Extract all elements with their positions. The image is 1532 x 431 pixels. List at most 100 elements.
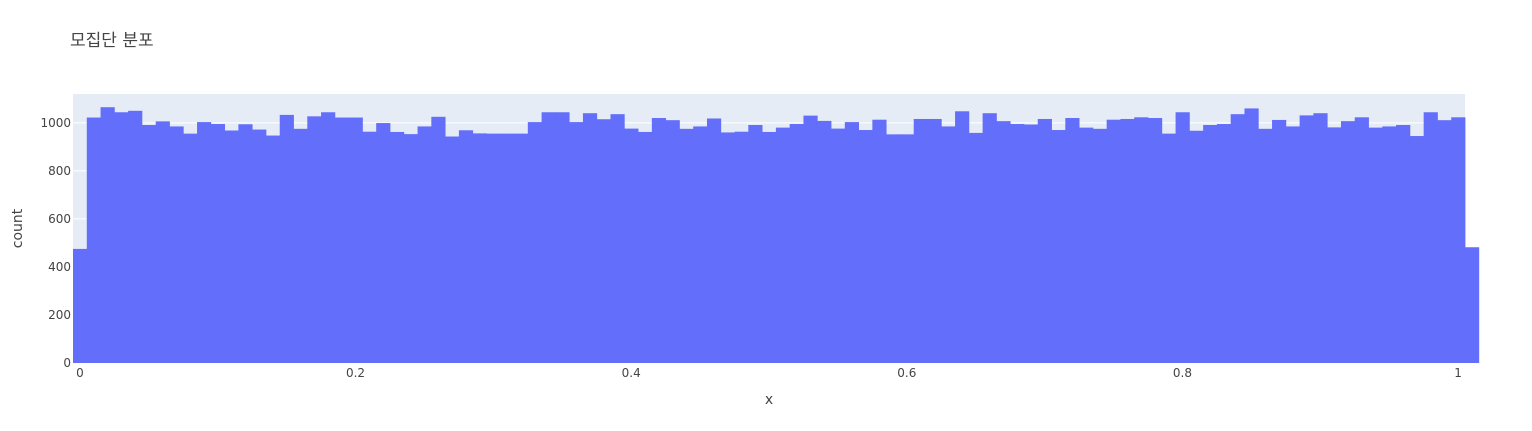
histogram-bar (252, 129, 267, 363)
histogram-bar (1120, 118, 1135, 363)
histogram-bar (596, 119, 611, 363)
histogram-bar (624, 128, 639, 363)
histogram-bar (941, 126, 956, 364)
histogram-bar (1106, 119, 1121, 364)
histogram-bar (210, 124, 226, 363)
histogram-bar (431, 116, 446, 364)
histogram-bar (1368, 127, 1383, 363)
histogram-bar (1354, 117, 1369, 363)
histogram-bar (293, 128, 308, 363)
histogram-bar (913, 118, 928, 363)
histogram-bar (1437, 120, 1452, 363)
histogram-bar (982, 113, 997, 363)
histogram-bar (500, 133, 515, 363)
histogram-bar (762, 131, 777, 363)
histogram-bar (169, 126, 184, 364)
histogram-bar (555, 112, 570, 363)
histogram-bar (1340, 121, 1356, 364)
histogram-bar (1092, 128, 1108, 363)
histogram-bar (403, 134, 418, 363)
histogram-bar (1134, 117, 1149, 363)
y-tick-label: 800 (48, 164, 71, 178)
histogram-bar (141, 124, 157, 363)
histogram-bar (348, 117, 363, 363)
histogram-bar (858, 130, 873, 363)
histogram-bar (844, 122, 859, 363)
y-tick-label: 400 (48, 260, 71, 274)
x-tick-label: 0.2 (346, 366, 365, 380)
histogram-bar (872, 119, 887, 364)
bars (73, 107, 1480, 364)
histogram-bar (638, 131, 653, 363)
histogram-bar (265, 135, 281, 363)
histogram-bar (734, 131, 749, 363)
histogram-bar (321, 112, 336, 363)
histogram-bar (334, 117, 350, 363)
histogram-bar (803, 115, 818, 363)
histogram-bar (1023, 124, 1039, 363)
x-axis-title: x (765, 392, 773, 408)
histogram-bar (458, 130, 474, 363)
histogram-bar (527, 122, 542, 363)
x-axis-ticks: 0 0.2 0.4 0.6 0.8 1 (76, 366, 1462, 380)
histogram-bar (996, 121, 1011, 364)
histogram-bar (1148, 118, 1163, 364)
histogram-bar (376, 123, 391, 363)
histogram-bar (1230, 114, 1245, 363)
histogram-bar (486, 133, 501, 363)
histogram-bar (279, 114, 294, 363)
x-tick-label: 0.6 (897, 366, 916, 380)
histogram-bar (1244, 108, 1259, 364)
histogram-bar (706, 118, 722, 363)
histogram-bar (73, 248, 88, 363)
chart-title: 모집단 분포 (70, 31, 154, 51)
histogram-bar (224, 130, 239, 363)
histogram-bar (1465, 247, 1480, 363)
y-tick-label: 600 (48, 212, 71, 226)
histogram-bar (197, 122, 212, 363)
histogram-bar (569, 122, 584, 363)
histogram-bar (665, 120, 680, 363)
histogram-bar (1396, 124, 1411, 363)
histogram-bar (789, 124, 804, 363)
histogram-bar (1051, 130, 1066, 363)
y-tick-label: 0 (63, 356, 71, 370)
histogram-bar (1079, 127, 1094, 363)
histogram-bar (1451, 117, 1466, 363)
histogram-bar (541, 112, 556, 363)
histogram-bar (1203, 124, 1218, 363)
histogram-bar (968, 132, 984, 363)
histogram-bar (927, 118, 942, 363)
histogram-bar (417, 126, 432, 364)
histogram-bar (1216, 124, 1232, 363)
histogram-bar (472, 133, 487, 363)
histogram-bar (1189, 130, 1204, 363)
histogram-bar (1272, 119, 1287, 363)
histogram-bar (155, 121, 170, 363)
histogram-bar (1285, 126, 1301, 364)
histogram-bar (514, 133, 529, 363)
histogram-bar (1065, 118, 1080, 364)
histogram-bar (1161, 133, 1176, 363)
histogram-bar (114, 112, 129, 363)
histogram-bar (86, 117, 101, 363)
histogram-bar (307, 116, 322, 363)
histogram-bar (1175, 112, 1190, 363)
histogram-bar (899, 134, 915, 363)
histogram-bar (1037, 118, 1052, 363)
histogram-bar (955, 111, 970, 364)
histogram-bar (582, 113, 598, 363)
histogram-bar (362, 131, 377, 363)
y-tick-label: 200 (48, 308, 71, 322)
histogram-bar (886, 134, 901, 363)
histogram-bar (775, 127, 791, 363)
histogram-bar (651, 118, 667, 364)
histogram-bar (1313, 113, 1328, 363)
histogram-bar (610, 114, 625, 363)
x-tick-label: 0 (76, 366, 84, 380)
histogram-bar (831, 128, 846, 363)
histogram-bar (1010, 124, 1025, 363)
histogram-bar (1423, 112, 1438, 363)
histogram-bar (445, 136, 460, 363)
